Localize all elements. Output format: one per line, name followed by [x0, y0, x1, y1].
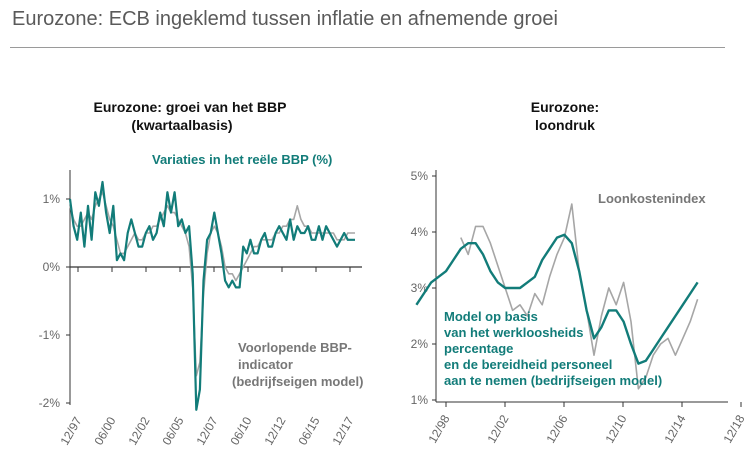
left-x-tick-label: 06/00	[91, 414, 118, 447]
right-y-tick-label: 5%	[411, 169, 429, 183]
right-teal-label-5: aan te nemen (bedrijfseigen model)	[444, 373, 662, 388]
right-y-tick-label: 4%	[411, 225, 429, 239]
right-x-tick-label: 12/06	[543, 412, 570, 445]
right-y-tick-label: 2%	[411, 337, 429, 351]
left-x-tick-label: 12/12	[261, 414, 288, 447]
right-teal-label-2: van het werkloosheids	[444, 325, 583, 340]
right-x-tick-label: 12/14	[661, 412, 688, 445]
left-y-tick-label: -1%	[39, 328, 61, 342]
page-title: Eurozone: ECB ingeklemd tussen inflatie …	[12, 8, 558, 30]
left-x-tick-label: 06/10	[227, 414, 254, 447]
left-chart-title-line2: (kwartaalbasis)	[131, 117, 232, 133]
left-x-tick-label: 12/17	[329, 414, 356, 447]
right-grey-series-label: Loonkostenindex	[598, 191, 706, 206]
left-grey-series-label-1: Voorlopende BBP-	[238, 340, 352, 355]
left-y-tick-label: 0%	[43, 260, 61, 274]
right-chart-title-line2: loondruk	[535, 117, 595, 133]
right-x-tick-label: 12/10	[602, 412, 629, 445]
right-teal-label-3: percentage	[444, 341, 513, 356]
left-grey-series-label-2: indicator	[238, 357, 293, 372]
right-x-tick-label: 12/98	[425, 412, 452, 445]
right-teal-label-1: Model op basis	[444, 309, 538, 324]
left-x-tick-label: 06/15	[295, 414, 322, 447]
right-chart-title-line1: Eurozone:	[531, 99, 599, 115]
left-grey-series-label-3: (bedrijfseigen model)	[232, 374, 363, 389]
left-y-tick-label: -2%	[39, 396, 61, 410]
left-x-tick-label: 12/97	[57, 414, 84, 447]
left-x-tick-label: 12/07	[193, 414, 220, 447]
right-x-tick-label: 12/02	[484, 412, 511, 445]
title-divider	[10, 47, 725, 48]
right-teal-label-4: en de bereidheid personeel	[444, 357, 612, 372]
left-x-tick-label: 12/02	[125, 414, 152, 447]
left-teal-series-label: Variaties in het reële BBP (%)	[152, 152, 332, 167]
left-chart-title-line1: Eurozone: groei van het BBP	[94, 99, 287, 115]
right-y-tick-label: 1%	[411, 393, 429, 407]
right-x-tick-label: 12/18	[720, 412, 747, 445]
left-y-tick-label: 1%	[43, 192, 61, 206]
right-series-model-line	[415, 233, 699, 365]
left-x-tick-label: 06/05	[159, 414, 186, 447]
left-series-real-gdp-line	[68, 180, 355, 411]
